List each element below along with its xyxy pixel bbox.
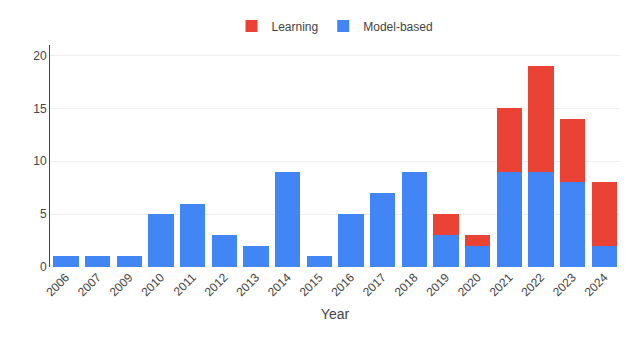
svg-text:2007: 2007 — [75, 270, 104, 299]
svg-text:2013: 2013 — [233, 270, 262, 299]
svg-text:2010: 2010 — [138, 270, 167, 299]
svg-text:2015: 2015 — [297, 270, 326, 299]
svg-text:2006: 2006 — [43, 270, 72, 299]
svg-text:20: 20 — [33, 49, 47, 63]
svg-text:0: 0 — [40, 260, 47, 274]
svg-text:2020: 2020 — [455, 270, 484, 299]
svg-text:15: 15 — [33, 102, 47, 116]
svg-text:Year: Year — [321, 306, 350, 322]
svg-text:Model-based: Model-based — [363, 20, 432, 34]
svg-text:2014: 2014 — [265, 270, 294, 299]
svg-text:2009: 2009 — [107, 270, 136, 299]
svg-text:2024: 2024 — [582, 270, 611, 299]
svg-text:2023: 2023 — [550, 270, 579, 299]
svg-text:2022: 2022 — [518, 270, 547, 299]
svg-text:10: 10 — [33, 154, 47, 168]
svg-text:Learning: Learning — [272, 20, 319, 34]
svg-text:2016: 2016 — [328, 270, 357, 299]
svg-text:2021: 2021 — [487, 270, 516, 299]
svg-text:2012: 2012 — [202, 270, 231, 299]
svg-text:5: 5 — [40, 207, 47, 221]
svg-text:2011: 2011 — [171, 270, 199, 298]
svg-text:2019: 2019 — [423, 270, 452, 299]
svg-text:2018: 2018 — [392, 270, 421, 299]
svg-text:2017: 2017 — [360, 270, 389, 299]
